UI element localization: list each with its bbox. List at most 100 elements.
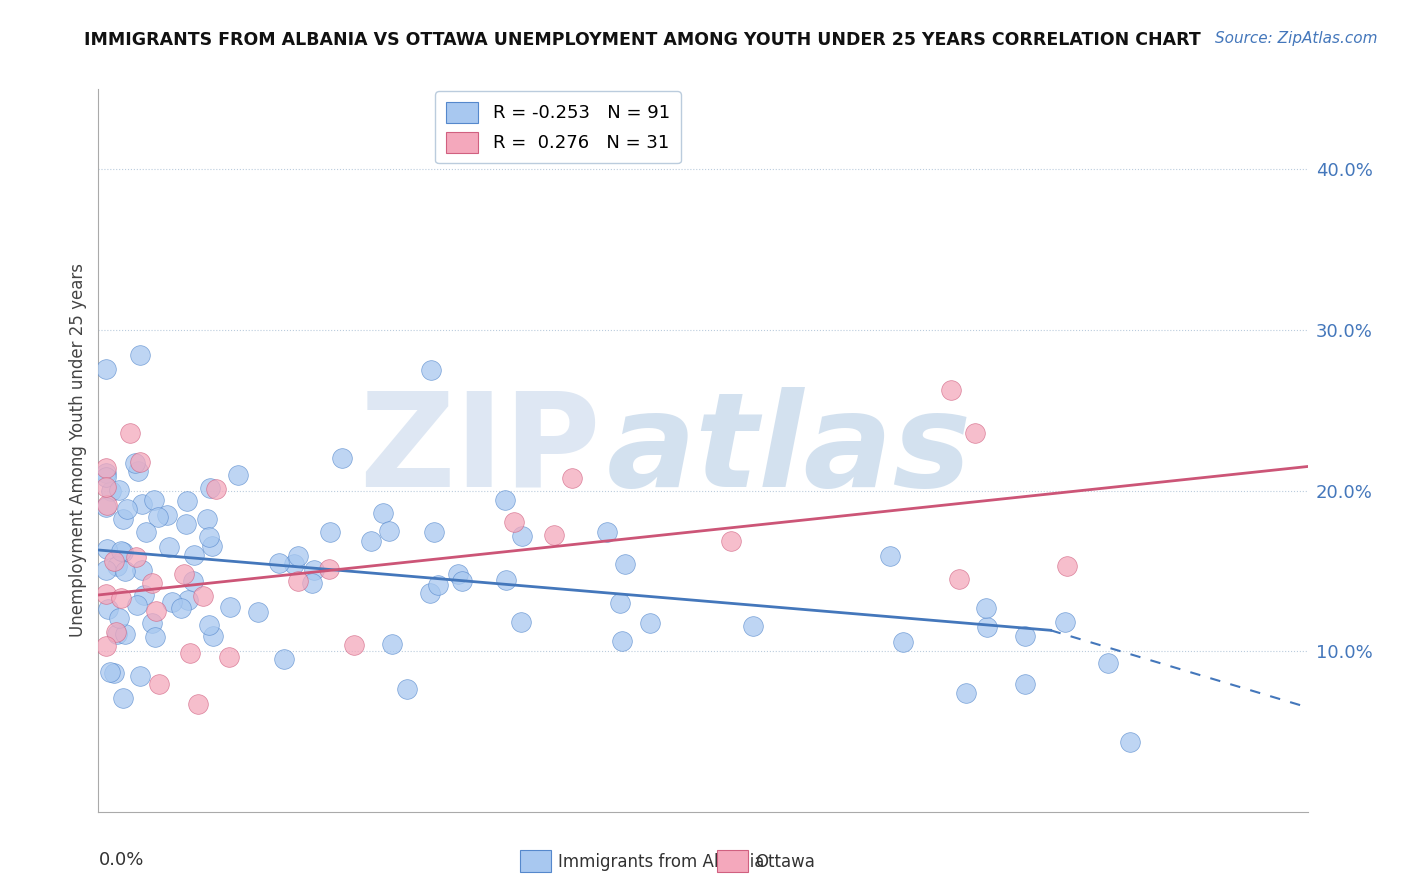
Point <box>218 600 240 615</box>
Point <box>395 682 418 697</box>
Point <box>108 483 131 498</box>
Point <box>503 516 526 530</box>
Point <box>197 617 219 632</box>
Point <box>103 554 125 568</box>
Point <box>148 677 170 691</box>
Point <box>129 348 152 362</box>
Point <box>145 604 167 618</box>
Text: Source: ZipAtlas.com: Source: ZipAtlas.com <box>1215 31 1378 46</box>
Point <box>94 460 117 475</box>
Point <box>111 545 134 559</box>
Point <box>108 611 131 625</box>
Point <box>939 384 962 398</box>
Point <box>94 469 117 483</box>
Point <box>287 574 309 588</box>
Point <box>720 534 742 549</box>
Text: ZIP: ZIP <box>359 387 600 514</box>
Point <box>371 506 394 520</box>
Point <box>318 562 340 576</box>
Point <box>246 605 269 619</box>
Point <box>183 548 205 562</box>
Point <box>105 626 128 640</box>
Point <box>94 500 117 514</box>
Point <box>304 564 326 578</box>
Point <box>142 493 165 508</box>
Point <box>191 589 214 603</box>
Point <box>94 563 117 577</box>
Point <box>1097 656 1119 670</box>
Point <box>561 471 583 485</box>
Legend: R = -0.253   N = 91, R =  0.276   N = 31: R = -0.253 N = 91, R = 0.276 N = 31 <box>434 91 681 163</box>
Point <box>218 649 240 664</box>
Point <box>100 484 122 499</box>
Point <box>283 557 305 571</box>
Point <box>319 524 342 539</box>
Text: Immigrants from Albania: Immigrants from Albania <box>558 853 765 871</box>
Point <box>124 456 146 470</box>
Point <box>117 502 139 516</box>
Point <box>135 524 157 539</box>
Point <box>965 425 987 440</box>
Point <box>267 556 290 570</box>
Point <box>141 575 163 590</box>
Point <box>110 591 132 605</box>
Point <box>157 540 180 554</box>
Point <box>609 596 631 610</box>
Point <box>495 574 517 588</box>
Point <box>974 601 997 615</box>
Point <box>97 602 120 616</box>
Text: Ottawa: Ottawa <box>755 853 815 871</box>
Point <box>174 516 197 531</box>
Point <box>377 524 399 539</box>
Point <box>179 646 201 660</box>
Point <box>638 615 661 630</box>
Point <box>111 691 134 706</box>
Point <box>955 686 977 700</box>
Point <box>420 363 443 377</box>
Point <box>112 512 135 526</box>
Point <box>891 634 914 648</box>
Point <box>173 567 195 582</box>
Text: atlas: atlas <box>606 387 972 514</box>
Point <box>110 544 132 558</box>
Point <box>131 497 153 511</box>
Point <box>177 593 200 607</box>
Point <box>94 639 117 653</box>
Point <box>381 637 404 651</box>
Point <box>103 665 125 680</box>
Point <box>187 698 209 712</box>
Point <box>422 524 444 539</box>
Point <box>1056 559 1078 574</box>
Point <box>105 624 128 639</box>
Point <box>170 600 193 615</box>
Point <box>105 559 128 574</box>
Text: 0.0%: 0.0% <box>98 852 143 870</box>
Point <box>156 508 179 523</box>
Point <box>226 468 249 483</box>
Point <box>301 576 323 591</box>
Point <box>198 481 221 495</box>
Point <box>96 498 118 512</box>
Point <box>447 567 470 582</box>
Point <box>114 564 136 578</box>
Point <box>124 549 146 564</box>
Point <box>141 615 163 630</box>
Point <box>129 669 152 683</box>
Point <box>451 574 474 589</box>
Point <box>1014 677 1036 691</box>
Text: IMMIGRANTS FROM ALBANIA VS OTTAWA UNEMPLOYMENT AMONG YOUTH UNDER 25 YEARS CORREL: IMMIGRANTS FROM ALBANIA VS OTTAWA UNEMPL… <box>84 31 1201 49</box>
Point <box>426 578 449 592</box>
Point <box>1014 629 1036 643</box>
Point <box>176 494 198 508</box>
Point <box>948 572 970 586</box>
Point <box>143 630 166 644</box>
Point <box>96 542 118 557</box>
Y-axis label: Unemployment Among Youth under 25 years: Unemployment Among Youth under 25 years <box>69 263 87 638</box>
Point <box>98 665 121 680</box>
Point <box>976 620 998 634</box>
Point <box>94 361 117 376</box>
Point <box>96 587 118 601</box>
Point <box>330 450 353 465</box>
Point <box>510 529 533 543</box>
Point <box>742 618 765 632</box>
